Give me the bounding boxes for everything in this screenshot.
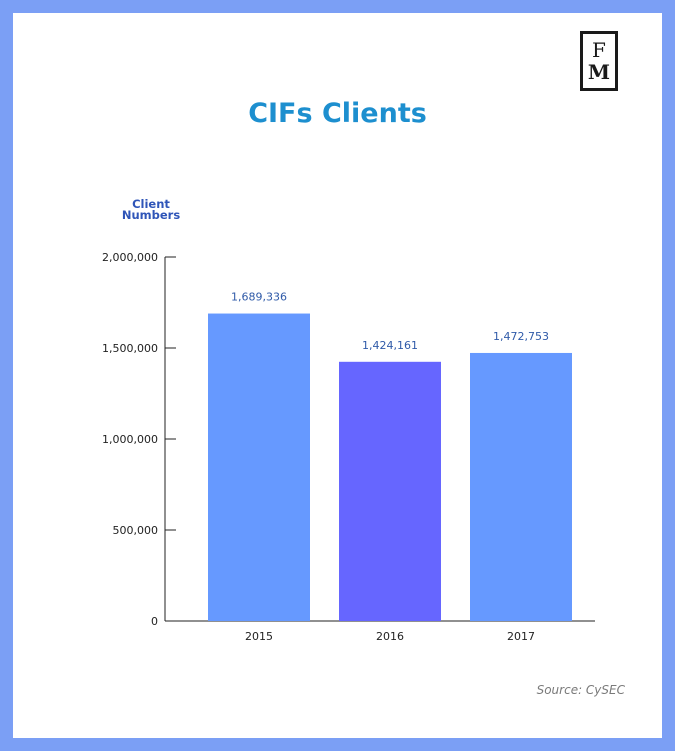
logo-letter-m: M (587, 60, 611, 84)
bar-2016 (339, 361, 441, 621)
x-tick-label: 2017 (507, 630, 535, 643)
bar-value-label: 1,424,161 (362, 339, 418, 352)
y-axis-label-line-2: Numbers (121, 208, 181, 222)
y-axis-label-line-1: Client (132, 197, 170, 211)
y-tick-label: 1,000,000 (102, 433, 158, 446)
fm-logo: F M (580, 31, 618, 91)
y-tick-label: 2,000,000 (102, 251, 158, 264)
bar-2017 (470, 352, 572, 621)
bar-2015 (208, 313, 310, 621)
y-tick-label: 1,500,000 (102, 342, 158, 355)
bar-value-label: 1,689,336 (231, 291, 287, 304)
source-note: Source: CySEC (536, 683, 625, 697)
logo-letter-f: F (592, 38, 606, 62)
x-tick-label: 2016 (376, 630, 404, 643)
bar-value-label: 1,472,753 (493, 330, 549, 343)
y-tick-label: 500,000 (113, 524, 159, 537)
chart-title: CIFs Clients (248, 98, 427, 129)
y-axis-label: Client Numbers (116, 197, 186, 222)
y-tick-label: 0 (151, 615, 158, 628)
x-tick-label: 2015 (245, 630, 273, 643)
